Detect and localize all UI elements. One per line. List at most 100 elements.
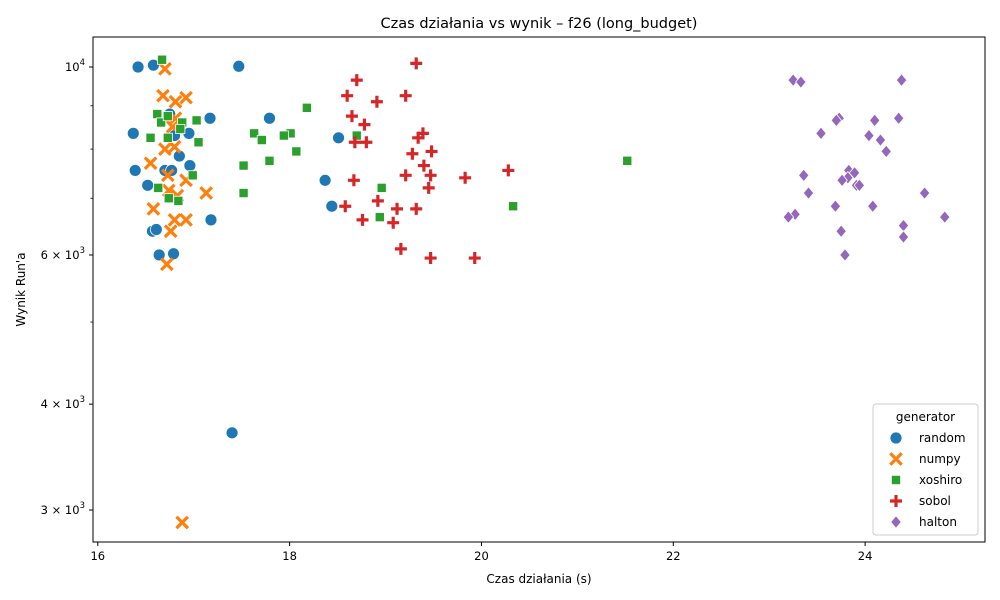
data-point-halton [798, 168, 810, 183]
x-axis-label: Czas działania (s) [486, 572, 591, 586]
data-point-sobol [459, 171, 472, 184]
legend-marker-halton [890, 515, 902, 529]
data-point-halton [853, 178, 866, 193]
y-tick-label: 4 × 103 [41, 395, 85, 411]
data-point-xoshiro [301, 102, 312, 113]
data-point-numpy [146, 202, 161, 216]
x-tick-label: 20 [474, 549, 489, 563]
data-point-sobol [339, 200, 352, 213]
data-point-sobol [371, 194, 384, 207]
data-point-sobol [406, 147, 419, 160]
data-point-sobol [399, 169, 412, 182]
data-point-halton [938, 210, 951, 224]
data-point-sobol [422, 181, 435, 194]
series-sobol [339, 57, 515, 265]
data-point-halton [835, 224, 847, 239]
legend-title: generator [896, 410, 955, 424]
data-point-numpy [175, 515, 190, 530]
data-point-sobol [391, 202, 404, 215]
legend-marker-numpy [889, 452, 903, 466]
legend-label-numpy: numpy [919, 452, 961, 466]
data-point-xoshiro [238, 160, 249, 171]
data-point-random [126, 126, 140, 140]
data-point-xoshiro [256, 135, 267, 146]
data-point-random [141, 178, 155, 192]
data-point-halton [897, 218, 910, 233]
data-point-numpy [167, 213, 182, 227]
data-point-numpy [143, 156, 158, 171]
data-point-random [232, 59, 246, 73]
data-point-xoshiro [162, 111, 173, 122]
series-xoshiro [145, 54, 633, 223]
data-point-random [204, 213, 218, 227]
data-point-sobol [394, 242, 407, 255]
legend-marker-xoshiro [891, 474, 902, 485]
legend: generator random numpy xoshiro sobol halton [872, 403, 979, 536]
data-point-xoshiro [291, 146, 302, 157]
data-point-random [183, 159, 197, 172]
data-point-sobol [387, 216, 400, 229]
data-point-sobol [502, 164, 515, 177]
x-tick-label: 22 [666, 549, 681, 563]
data-point-halton [782, 210, 795, 224]
data-point-xoshiro [264, 155, 275, 166]
data-point-numpy [179, 90, 193, 105]
data-point-halton [815, 126, 827, 141]
data-point-halton [897, 230, 910, 244]
data-point-numpy [163, 224, 178, 239]
data-point-halton [863, 128, 875, 143]
data-point-sobol [360, 136, 373, 149]
data-point-halton [880, 144, 892, 159]
data-point-sobol [341, 89, 354, 102]
x-axis: 16 18 20 22 24 [90, 542, 872, 563]
data-point-numpy [168, 94, 183, 109]
y-tick-label: 3 × 103 [41, 501, 85, 517]
data-point-numpy [179, 213, 193, 227]
data-point-halton [839, 248, 851, 262]
data-point-sobol [358, 118, 371, 131]
data-point-sobol [399, 89, 412, 102]
data-point-halton [867, 199, 879, 214]
data-point-random [318, 173, 332, 187]
data-point-sobol [424, 169, 437, 182]
data-point-sobol [468, 252, 481, 265]
data-point-random [263, 111, 276, 125]
data-point-xoshiro [191, 115, 202, 126]
data-point-sobol [348, 136, 361, 149]
plot-area [126, 54, 951, 530]
legend-marker-random [889, 431, 903, 445]
data-point-xoshiro [278, 130, 289, 141]
data-point-sobol [356, 213, 369, 226]
data-point-random [128, 164, 142, 177]
data-point-xoshiro [156, 117, 167, 128]
data-point-sobol [370, 95, 383, 108]
data-point-random [203, 111, 217, 125]
data-point-numpy [158, 142, 172, 156]
data-point-halton [829, 199, 842, 214]
data-point-halton [789, 207, 801, 222]
data-point-xoshiro [175, 123, 186, 134]
data-point-numpy [158, 61, 172, 76]
legend-label-sobol: sobol [919, 494, 951, 508]
data-point-sobol [424, 252, 437, 265]
data-point-halton [874, 133, 887, 147]
data-point-random [332, 131, 345, 145]
data-point-xoshiro [145, 132, 156, 143]
x-tick-label: 24 [858, 549, 873, 563]
y-tick-label: 104 [65, 58, 85, 74]
data-point-random [149, 223, 163, 236]
data-point-halton [918, 186, 931, 200]
data-point-xoshiro [351, 130, 362, 141]
data-point-xoshiro [508, 201, 519, 212]
legend-label-random: random [919, 431, 966, 445]
data-point-xoshiro [163, 193, 174, 204]
data-point-xoshiro [238, 188, 249, 199]
data-point-xoshiro [193, 137, 204, 148]
data-point-numpy [156, 88, 170, 103]
data-point-halton [830, 113, 843, 128]
data-point-numpy [167, 139, 182, 154]
data-point-numpy [199, 186, 214, 200]
y-tick-label: 6 × 103 [41, 246, 85, 262]
data-point-xoshiro [374, 212, 385, 223]
